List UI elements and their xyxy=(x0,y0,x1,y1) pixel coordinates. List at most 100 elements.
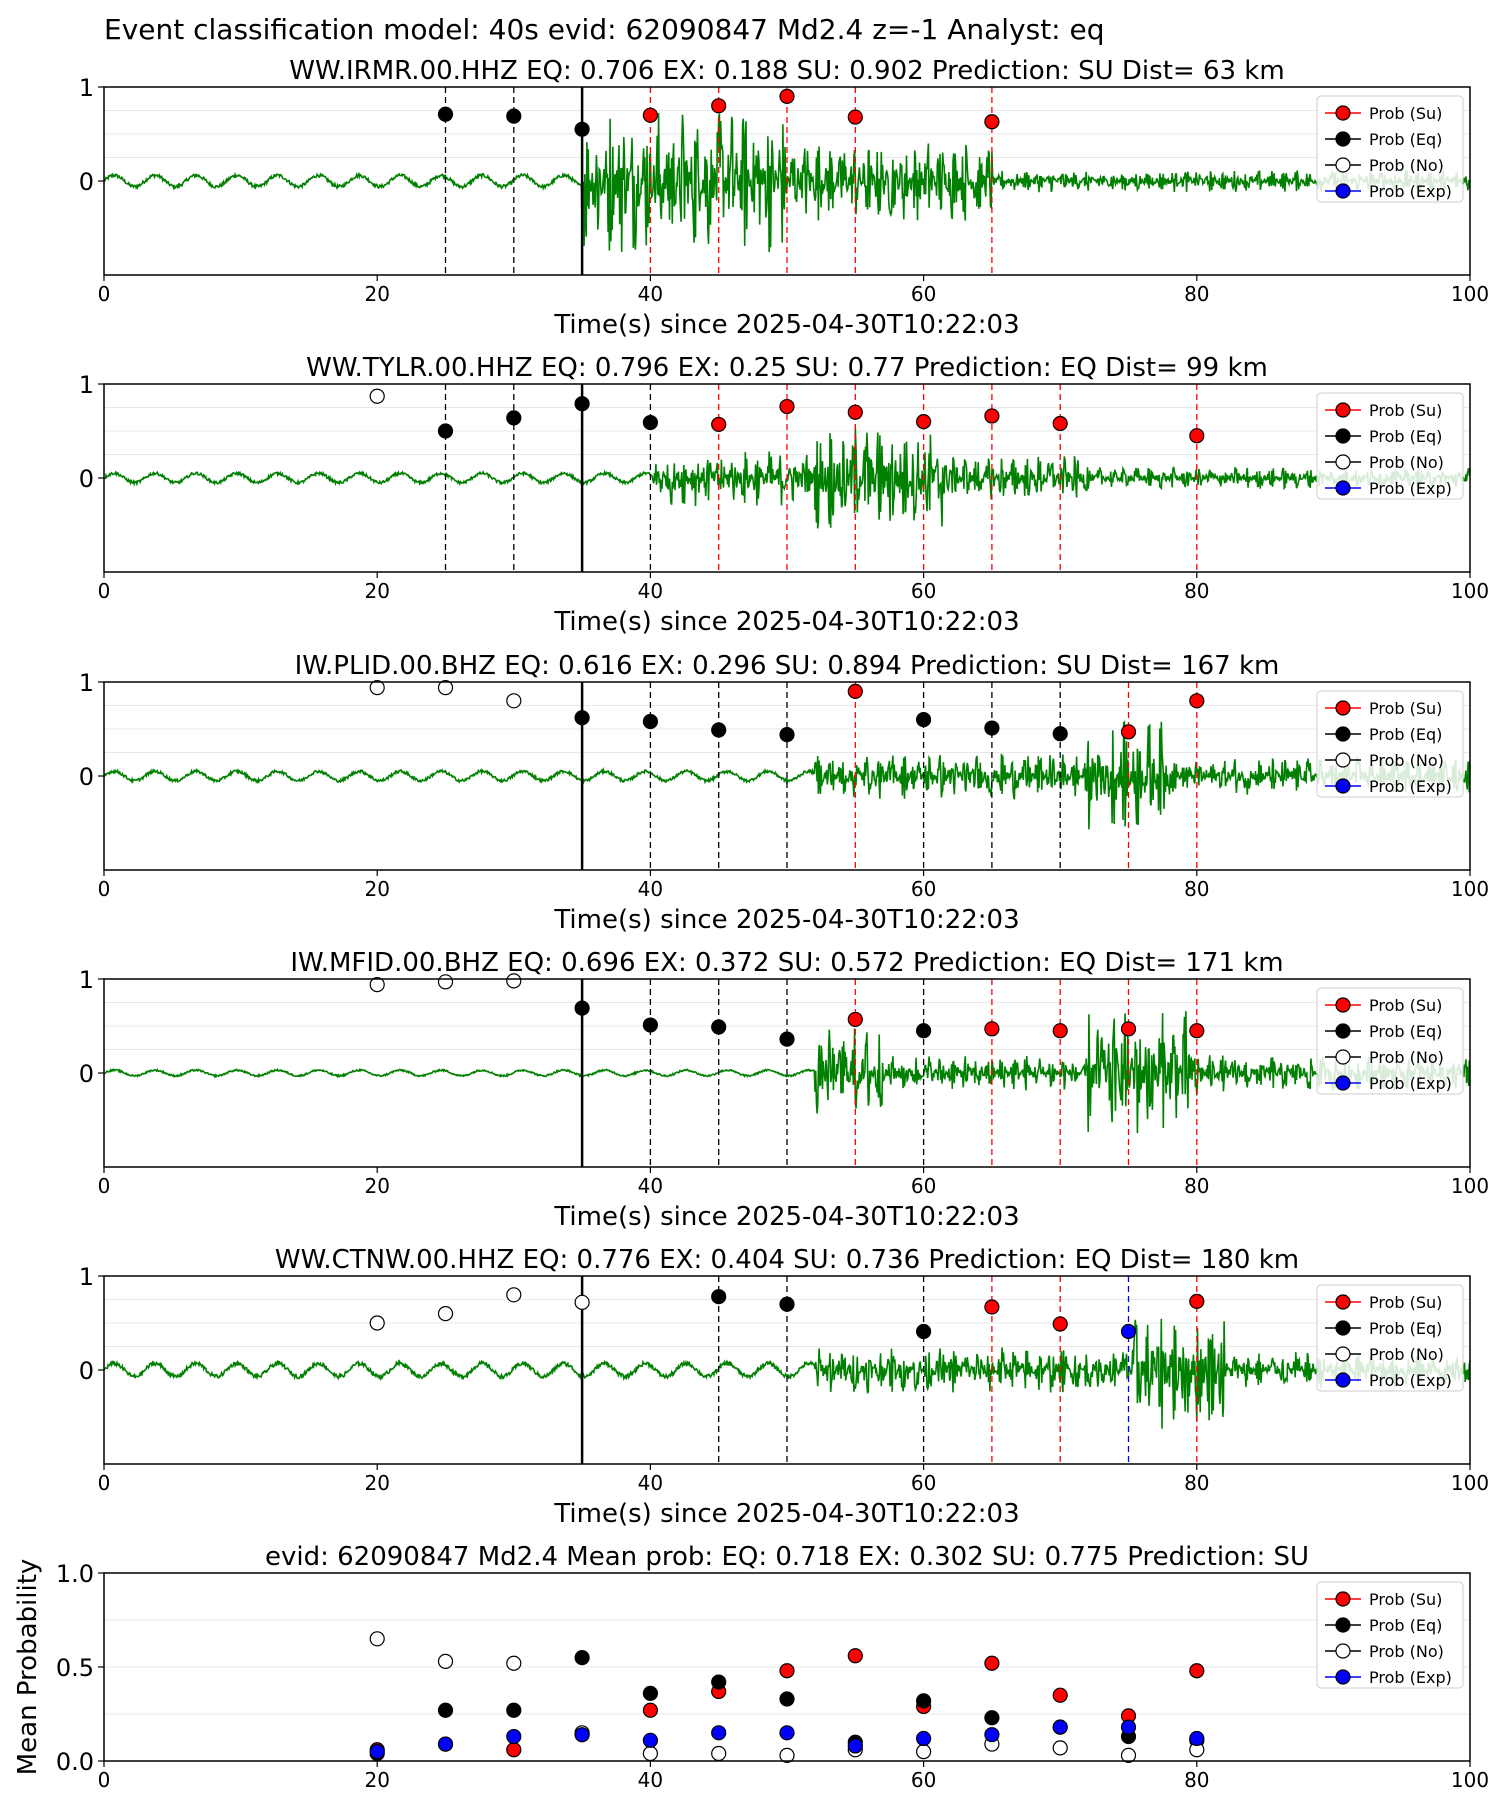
legend-marker xyxy=(1335,1294,1351,1310)
mean-prob-marker-exp xyxy=(1189,1730,1205,1747)
prob-marker-eq xyxy=(779,1296,795,1312)
prob-marker-su xyxy=(847,109,863,125)
x-axis-label: Time(s) since 2025-04-30T10:22:03 xyxy=(553,1499,1019,1529)
legend-label: Prob (Su) xyxy=(1369,1590,1442,1609)
x-tick-label: 60 xyxy=(911,877,936,901)
prob-marker-no xyxy=(369,977,385,993)
prob-marker-su xyxy=(984,1299,1000,1315)
legend-marker xyxy=(1335,1023,1351,1039)
legend-marker xyxy=(1335,1669,1351,1685)
legend-marker xyxy=(1335,428,1351,444)
prob-marker-no xyxy=(369,388,385,404)
x-tick-label: 60 xyxy=(911,1174,936,1198)
legend-marker xyxy=(1335,183,1351,199)
x-tick-label: 20 xyxy=(364,877,389,901)
x-axis-label: Time(s) since 2025-04-30T10:22:03 xyxy=(553,607,1019,637)
panels: WW.IRMR.00.HHZ EQ: 0.706 EX: 0.188 SU: 0… xyxy=(13,56,1489,1792)
waveform-line xyxy=(103,427,1471,529)
mean-prob-marker-exp xyxy=(369,1743,385,1760)
legend-marker xyxy=(1335,1346,1351,1362)
prob-marker-su xyxy=(984,114,1000,130)
y-tick-label: 1 xyxy=(79,1263,94,1291)
x-tick-label: 60 xyxy=(911,579,936,603)
mean-prob-marker-exp xyxy=(506,1728,522,1745)
waveform-line xyxy=(103,1011,1471,1134)
mean-prob-marker-no xyxy=(369,1631,385,1647)
mean-prob-marker-exp xyxy=(574,1727,590,1743)
mean-prob-marker-no xyxy=(1052,1740,1068,1756)
mean-prob-marker-exp xyxy=(779,1725,795,1741)
legend-marker xyxy=(1335,1372,1351,1388)
prob-marker-su xyxy=(1189,1023,1205,1039)
mean-prob-marker-eq xyxy=(711,1674,727,1690)
figure-title: Event classification model: 40s evid: 62… xyxy=(104,13,1105,46)
x-tick-label: 100 xyxy=(1451,1471,1489,1495)
x-tick-label: 40 xyxy=(638,1768,663,1792)
x-tick-label: 0 xyxy=(98,877,111,901)
prob-marker-eq xyxy=(711,1019,727,1035)
legend-marker xyxy=(1335,997,1351,1013)
prob-marker-eq xyxy=(574,121,590,137)
legend-label: Prob (Exp) xyxy=(1369,182,1452,201)
mean-prob-marker-eq xyxy=(574,1649,590,1666)
y-tick-label: 0 xyxy=(79,465,94,493)
x-tick-label: 0 xyxy=(98,282,111,306)
mean-prob-marker-exp xyxy=(1052,1719,1068,1735)
x-tick-label: 100 xyxy=(1451,579,1489,603)
prob-marker-eq xyxy=(506,410,522,426)
prob-marker-su xyxy=(779,398,795,415)
y-tick-label: 1 xyxy=(79,74,94,102)
legend: Prob (Su) Prob (Eq) Prob (No) Prob (Exp) xyxy=(1316,95,1464,203)
x-tick-label: 80 xyxy=(1184,1768,1209,1792)
x-tick-label: 40 xyxy=(638,1471,663,1495)
prob-marker-eq xyxy=(574,396,590,412)
legend-label: Prob (No) xyxy=(1369,751,1444,770)
x-tick-label: 80 xyxy=(1184,282,1209,306)
y-tick-label: 1.0 xyxy=(56,1560,94,1588)
x-tick-label: 60 xyxy=(911,282,936,306)
x-tick-label: 80 xyxy=(1184,877,1209,901)
legend-box xyxy=(1316,1581,1464,1689)
x-tick-label: 40 xyxy=(638,877,663,901)
prob-marker-eq xyxy=(437,106,454,122)
prob-marker-eq xyxy=(779,1031,795,1047)
legend-label: Prob (Su) xyxy=(1369,996,1442,1015)
prob-marker-eq xyxy=(984,720,1000,736)
legend-box xyxy=(1316,987,1464,1095)
prob-marker-eq xyxy=(915,1323,932,1340)
mean-prob-marker-su xyxy=(1052,1687,1068,1703)
prob-marker-no xyxy=(437,1305,454,1322)
legend-marker xyxy=(1335,131,1351,147)
mean-prob-marker-exp xyxy=(847,1738,863,1754)
x-tick-label: 80 xyxy=(1184,1471,1209,1495)
prob-marker-su xyxy=(711,416,727,433)
prob-marker-eq xyxy=(711,722,727,738)
prob-marker-su xyxy=(1052,415,1068,432)
legend-marker xyxy=(1335,752,1351,768)
legend-label: Prob (Exp) xyxy=(1369,1074,1452,1093)
x-tick-label: 20 xyxy=(364,1768,389,1792)
legend-label: Prob (No) xyxy=(1369,1345,1444,1364)
x-axis-label: Time(s) since 2025-04-30T10:22:03 xyxy=(553,1202,1019,1232)
mean-prob-marker-exp xyxy=(642,1732,659,1748)
panel-1: WW.TYLR.00.HHZ EQ: 0.796 EX: 0.25 SU: 0.… xyxy=(79,353,1489,637)
mean-prob-marker-exp xyxy=(711,1725,727,1741)
prob-marker-su xyxy=(1120,724,1137,740)
mean-prob-marker-no xyxy=(437,1653,454,1669)
y-tick-label: 1 xyxy=(79,966,94,994)
x-tick-label: 80 xyxy=(1184,1174,1209,1198)
prob-marker-su xyxy=(915,414,932,430)
legend-label: Prob (Su) xyxy=(1369,104,1442,123)
x-axis-label: Time(s) since 2025-04-30T10:22:03 xyxy=(553,905,1019,935)
mean-prob-marker-no xyxy=(506,1655,522,1671)
panel-title: IW.MFID.00.BHZ EQ: 0.696 EX: 0.372 SU: 0… xyxy=(290,948,1283,978)
prob-marker-exp xyxy=(1120,1323,1137,1340)
panel-3: IW.MFID.00.BHZ EQ: 0.696 EX: 0.372 SU: 0… xyxy=(79,948,1489,1232)
legend-marker xyxy=(1335,480,1351,496)
panel-title: IW.PLID.00.BHZ EQ: 0.616 EX: 0.296 SU: 0… xyxy=(295,651,1280,681)
prob-marker-eq xyxy=(779,727,795,743)
prob-marker-eq xyxy=(1052,726,1068,742)
legend-marker xyxy=(1335,778,1351,794)
mean-prob-marker-su xyxy=(1189,1663,1205,1679)
mean-prob-marker-no xyxy=(642,1745,659,1762)
